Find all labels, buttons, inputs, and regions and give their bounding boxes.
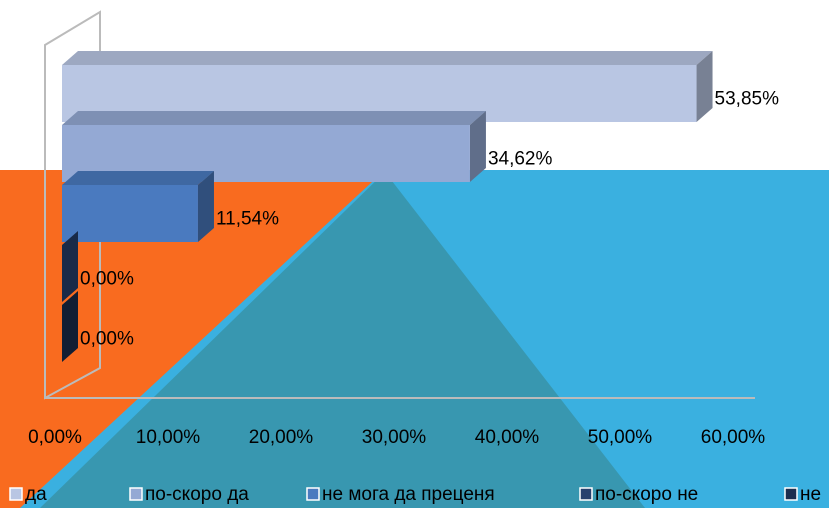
- bar-side: [62, 231, 78, 302]
- data-label: 0,00%: [80, 269, 134, 290]
- bar-front: [62, 65, 697, 122]
- x-tick-label: 20,00%: [249, 427, 314, 448]
- background-orange: [0, 170, 385, 508]
- legend-label: не мога да преценя: [322, 484, 495, 505]
- bar: [62, 231, 78, 302]
- legend-swatch: [9, 487, 23, 501]
- bar-front: [62, 125, 470, 182]
- bar-side: [696, 51, 713, 122]
- x-tick-label: 10,00%: [136, 427, 201, 448]
- bar: [62, 291, 78, 362]
- legend-label: да: [25, 484, 47, 505]
- data-label: 53,85%: [715, 89, 780, 110]
- data-label: 11,54%: [216, 209, 279, 230]
- bar-side: [469, 111, 486, 182]
- side-wall: [44, 10, 101, 400]
- bar: [62, 51, 713, 122]
- bar-top: [62, 111, 486, 125]
- bar-top: [62, 51, 713, 65]
- data-label: 34,62%: [488, 149, 553, 170]
- legend-label: по-скоро да: [145, 484, 249, 505]
- bar-side: [197, 171, 214, 242]
- bar-front: [62, 185, 198, 242]
- legend-label: по-скоро не: [595, 484, 698, 505]
- legend-label: не: [800, 484, 821, 505]
- legend-swatch: [784, 487, 798, 501]
- legend-swatch: [129, 487, 143, 501]
- data-label: 0,00%: [80, 329, 134, 350]
- legend-swatch: [306, 487, 320, 501]
- background-teal: [40, 172, 645, 508]
- x-tick-label: 40,00%: [475, 427, 540, 448]
- x-tick-label: 30,00%: [362, 427, 427, 448]
- bar-top: [62, 171, 214, 185]
- x-tick-label: 0,00%: [28, 427, 82, 448]
- x-tick-label: 50,00%: [588, 427, 653, 448]
- legend-swatch: [579, 487, 593, 501]
- bar: [62, 111, 486, 182]
- x-tick-label: 60,00%: [701, 427, 766, 448]
- bar-side: [62, 291, 78, 362]
- bar: [62, 171, 214, 242]
